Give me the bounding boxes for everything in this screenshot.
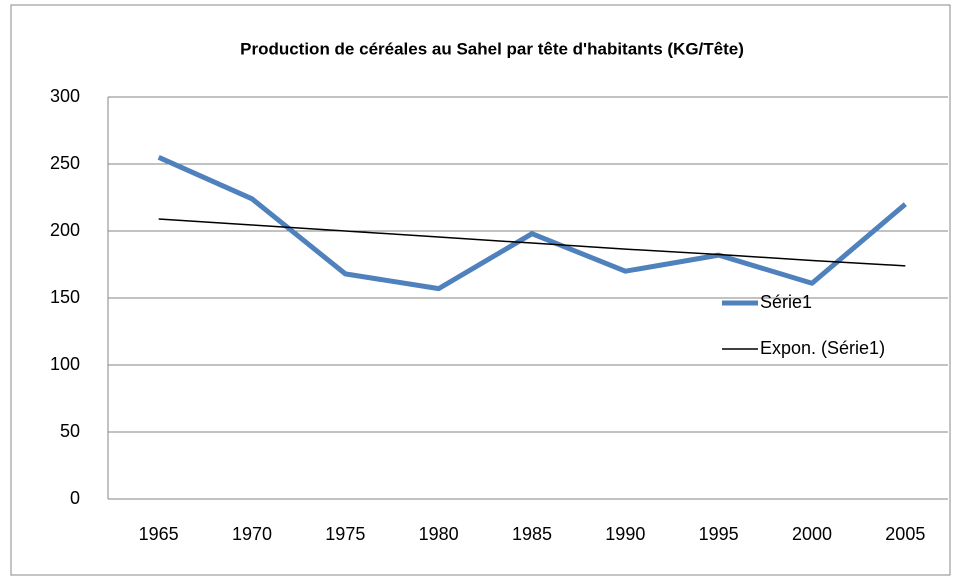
y-tick-label: 250 [50, 153, 80, 173]
x-tick-label: 1995 [699, 524, 739, 544]
x-tick-label: 1990 [605, 524, 645, 544]
x-tick-label: 1970 [232, 524, 272, 544]
y-tick-label: 0 [70, 488, 80, 508]
series-line [158, 218, 906, 267]
x-tick-label: 1965 [139, 524, 179, 544]
y-tick-label: 100 [50, 354, 80, 374]
x-tick-label: 1975 [325, 524, 365, 544]
chart-title: Production de céréales au Sahel par tête… [240, 39, 744, 58]
x-tick-label: 1980 [419, 524, 459, 544]
x-tick-label: 2000 [792, 524, 832, 544]
x-tick-label: 1985 [512, 524, 552, 544]
x-tick-label: 2005 [885, 524, 925, 544]
y-tick-label: 300 [50, 86, 80, 106]
y-tick-label: 50 [60, 421, 80, 441]
legend-label: Série1 [760, 292, 812, 312]
chart-border [10, 4, 951, 576]
series-line [157, 155, 907, 292]
y-tick-label: 200 [50, 220, 80, 240]
y-tick-label: 150 [50, 287, 80, 307]
legend-label: Expon. (Série1) [760, 338, 885, 358]
